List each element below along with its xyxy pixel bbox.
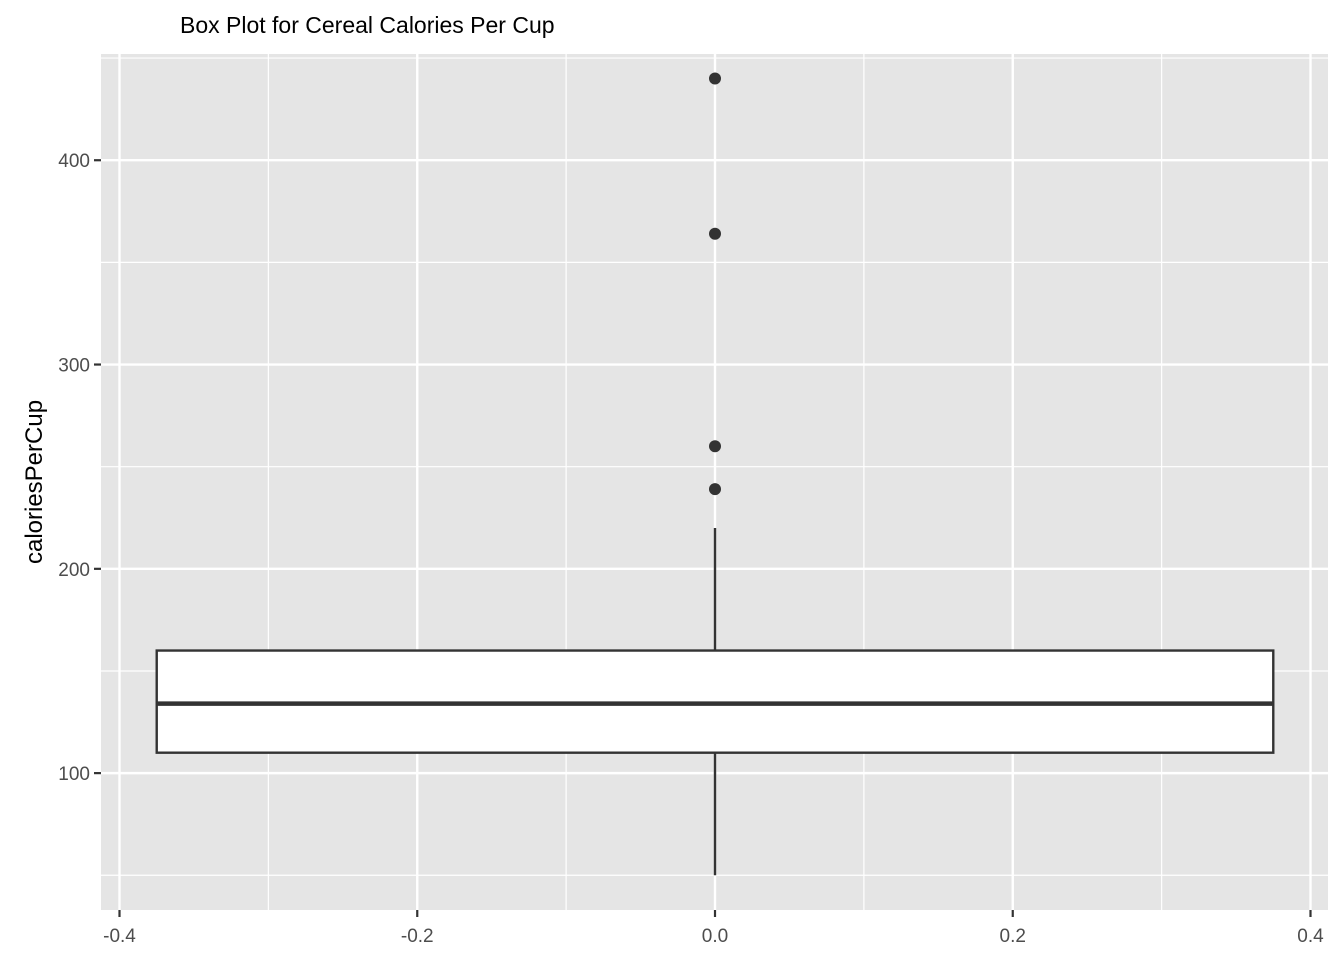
- outlier-point-1: [709, 227, 721, 240]
- y-tick-label-1: 200: [58, 560, 90, 581]
- outlier-point-2: [709, 440, 721, 453]
- y-axis: 100 200 300 400: [58, 151, 101, 785]
- box-plot-marks: [155, 72, 1275, 876]
- x-tick-label-0: -0.4: [103, 926, 136, 947]
- x-tick-label-3: 0.2: [1000, 926, 1026, 947]
- outlier-point-3: [709, 483, 721, 496]
- x-tick-label-4: 0.4: [1297, 926, 1324, 947]
- y-tick-label-2: 300: [58, 356, 90, 377]
- chart-title: Box Plot for Cereal Calories Per Cup: [180, 12, 555, 38]
- y-axis-title: caloriesPerCup: [21, 400, 48, 564]
- x-axis: -0.4 -0.2 0.0 0.2 0.4: [103, 910, 1324, 947]
- y-tick-label-0: 100: [58, 764, 90, 785]
- x-tick-label-1: -0.2: [401, 926, 434, 947]
- y-tick-label-3: 400: [58, 151, 90, 172]
- outlier-point-0: [709, 72, 721, 85]
- x-tick-label-2: 0.0: [702, 926, 728, 947]
